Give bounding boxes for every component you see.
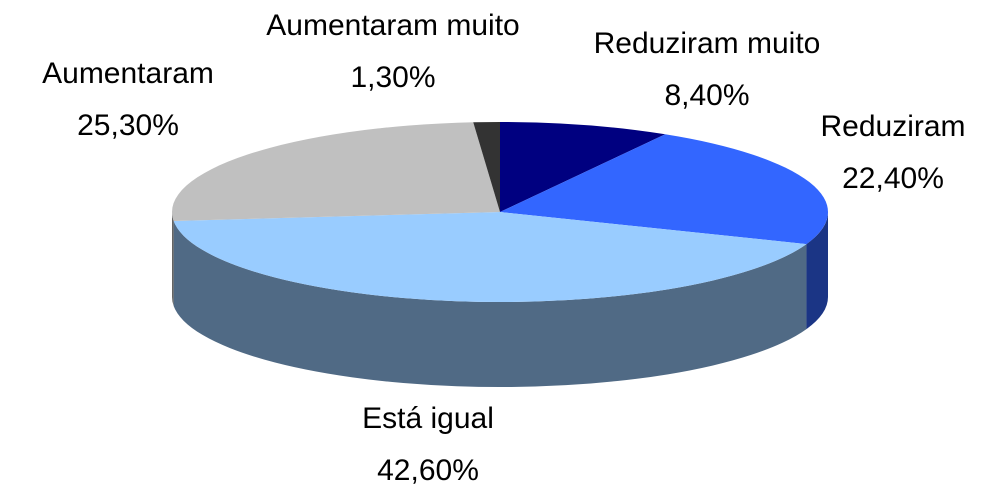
slice: [172, 122, 500, 222]
slice-label: Reduziram: [820, 110, 965, 143]
slice: [500, 134, 828, 245]
slice-side: [172, 212, 174, 307]
slice-label: Aumentaram muito: [266, 9, 519, 42]
slice: [500, 122, 666, 212]
value-label: 22,40%: [842, 162, 944, 195]
value-label: 1,30%: [350, 61, 435, 94]
slice-side: [806, 212, 829, 330]
slice: [473, 122, 500, 212]
slice-label: Aumentaram: [42, 57, 214, 90]
value-label: 42,60%: [377, 454, 479, 487]
value-label: 25,30%: [77, 109, 179, 142]
slice-side: [173, 221, 807, 387]
slice-label: Reduziram muito: [594, 27, 821, 60]
slice: [173, 212, 807, 302]
slice-label: Está igual: [362, 402, 494, 435]
value-label: 8,40%: [664, 79, 749, 112]
